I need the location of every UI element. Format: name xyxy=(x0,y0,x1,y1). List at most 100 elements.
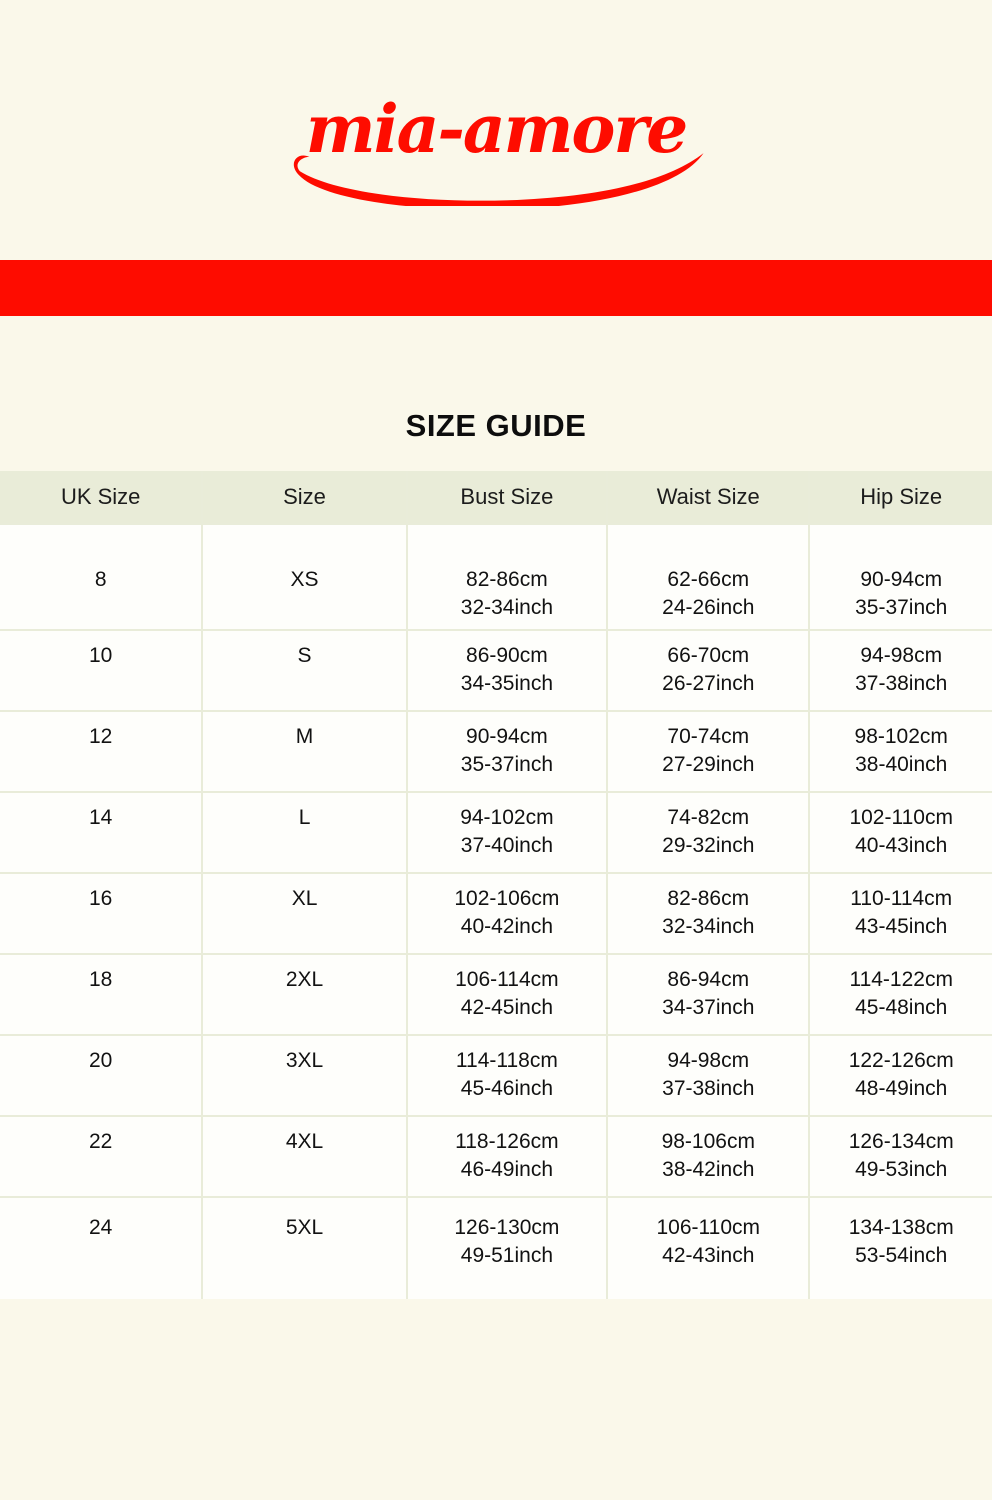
waist-cell-line: 106-110cm xyxy=(656,1216,761,1239)
uk-size-cell: 10 xyxy=(0,629,204,712)
hip-cell: 122-126cm 48-49inch xyxy=(808,1034,992,1117)
waist-cell-line: 38-42inch xyxy=(662,1158,755,1181)
bust-cell-line: 94-102cm xyxy=(460,806,554,829)
uk-size-cell-line: 12 xyxy=(89,725,113,748)
table-row: 22 4XL 118-126cm 46-49inch 98-106cm 38-42inch… xyxy=(0,1115,992,1198)
waist-cell-line: 27-29inch xyxy=(662,753,755,776)
brand-header: mia-amore xyxy=(0,0,992,206)
size-cell-line: XS xyxy=(290,568,319,591)
bust-cell: 114-118cm 45-46inch xyxy=(405,1034,609,1117)
bust-cell: 94-102cm 37-40inch xyxy=(405,791,609,874)
size-cell-line: 5XL xyxy=(285,1216,324,1239)
size-cell: XS xyxy=(201,523,408,631)
hip-cell-line: 43-45inch xyxy=(855,915,948,938)
waist-cell: 62-66cm 24-26inch xyxy=(606,523,811,631)
bust-cell-line: 118-126cm xyxy=(455,1130,559,1153)
waist-cell-line: 94-98cm xyxy=(667,1049,750,1072)
header-waist-size: Waist Size xyxy=(606,470,811,525)
uk-size-cell: 18 xyxy=(0,953,204,1036)
hip-cell: 110-114cm 43-45inch xyxy=(808,872,992,955)
hip-cell-line: 126-134cm xyxy=(848,1130,954,1153)
waist-cell: 70-74cm 27-29inch xyxy=(606,710,811,793)
bust-cell-line: 114-118cm xyxy=(455,1049,558,1072)
bust-cell-line: 45-46inch xyxy=(460,1077,553,1100)
waist-cell-line: 66-70cm xyxy=(667,644,750,667)
table-row: 14 L 94-102cm 37-40inch 74-82cm 29-32inch 102-… xyxy=(0,791,992,874)
size-cell: 4XL xyxy=(201,1115,408,1198)
bust-cell-line: 49-51inch xyxy=(460,1244,553,1267)
bust-cell-line: 40-42inch xyxy=(460,915,553,938)
table-row: 20 3XL 114-118cm 45-46inch 94-98cm 37-38inch 1… xyxy=(0,1034,992,1117)
hip-cell: 126-134cm 49-53inch xyxy=(808,1115,992,1198)
header-bust-size: Bust Size xyxy=(405,470,609,525)
waist-cell-line: 98-106cm xyxy=(661,1130,755,1153)
waist-cell: 94-98cm 37-38inch xyxy=(606,1034,811,1117)
size-guide-table: UK Size Size Bust Size Waist Size Hip Si… xyxy=(0,470,992,1300)
waist-cell: 74-82cm 29-32inch xyxy=(606,791,811,874)
uk-size-cell: 20 xyxy=(0,1034,204,1117)
uk-size-cell-line: 20 xyxy=(89,1049,113,1072)
header-hip-size: Hip Size xyxy=(808,470,992,525)
bust-cell: 126-130cm 49-51inch xyxy=(405,1196,609,1300)
hip-cell-line: 134-138cm xyxy=(848,1216,954,1239)
hip-cell: 102-110cm 40-43inch xyxy=(808,791,992,874)
uk-size-cell-line: 8 xyxy=(94,568,107,591)
hip-cell: 114-122cm 45-48inch xyxy=(808,953,992,1036)
waist-cell-line: 29-32inch xyxy=(662,834,755,857)
bust-cell: 118-126cm 46-49inch xyxy=(405,1115,609,1198)
size-cell: M xyxy=(201,710,408,793)
waist-cell-line: 42-43inch xyxy=(662,1244,755,1267)
uk-size-cell-line: 18 xyxy=(89,968,113,991)
size-cell: 2XL xyxy=(201,953,408,1036)
brand-logo: mia-amore xyxy=(305,90,688,168)
bust-cell-line: 90-94cm xyxy=(466,725,548,748)
uk-size-cell: 8 xyxy=(0,523,204,631)
waist-cell-line: 74-82cm xyxy=(667,806,750,829)
hip-cell-line: 90-94cm xyxy=(860,568,943,591)
table-row: 12 M 90-94cm 35-37inch 70-74cm 27-29inch 98-10… xyxy=(0,710,992,793)
uk-size-cell-line: 22 xyxy=(89,1130,113,1153)
size-cell: L xyxy=(201,791,408,874)
uk-size-cell: 22 xyxy=(0,1115,204,1198)
header-size: Size xyxy=(201,470,408,525)
uk-size-cell-line: 10 xyxy=(89,644,113,667)
size-cell-line: XL xyxy=(291,887,318,910)
hip-cell: 134-138cm 53-54inch xyxy=(808,1196,992,1300)
waist-cell-line: 32-34inch xyxy=(662,915,755,938)
waist-cell-line: 34-37inch xyxy=(662,996,755,1019)
hip-cell-line: 98-102cm xyxy=(854,725,948,748)
hip-cell-line: 49-53inch xyxy=(855,1158,948,1181)
hip-cell-line: 122-126cm xyxy=(848,1049,954,1072)
bust-cell-line: 35-37inch xyxy=(460,753,553,776)
bust-cell: 86-90cm 34-35inch xyxy=(405,629,609,712)
hip-cell-line: 110-114cm xyxy=(850,887,953,910)
uk-size-cell: 24 xyxy=(0,1196,204,1300)
uk-size-cell: 16 xyxy=(0,872,204,955)
waist-cell: 98-106cm 38-42inch xyxy=(606,1115,811,1198)
bust-cell-line: 34-35inch xyxy=(460,672,553,695)
bust-cell-line: 37-40inch xyxy=(460,834,553,857)
waist-cell-line: 37-38inch xyxy=(662,1077,755,1100)
hip-cell: 90-94cm 35-37inch xyxy=(808,523,992,631)
size-cell: 5XL xyxy=(201,1196,408,1300)
size-cell: XL xyxy=(201,872,408,955)
size-guide-table-body: 8 XS 82-86cm 32-34inch 62-66cm 24-26inch 90-94… xyxy=(0,523,992,1300)
size-cell-line: 4XL xyxy=(285,1130,324,1153)
hip-cell: 98-102cm 38-40inch xyxy=(808,710,992,793)
size-cell-line: M xyxy=(295,725,314,748)
hip-cell-line: 114-122cm xyxy=(849,968,953,991)
hip-cell: 94-98cm 37-38inch xyxy=(808,629,992,712)
logo-underline-swash-icon xyxy=(293,153,704,206)
bust-cell-line: 46-49inch xyxy=(460,1158,553,1181)
brand-banner xyxy=(0,260,992,316)
bust-cell-line: 102-106cm xyxy=(454,887,560,910)
size-cell-line: 2XL xyxy=(285,968,324,991)
hip-cell-line: 48-49inch xyxy=(855,1077,948,1100)
table-row: 10 S 86-90cm 34-35inch 66-70cm 26-27inch 94-98… xyxy=(0,629,992,712)
waist-cell-line: 26-27inch xyxy=(662,672,755,695)
waist-cell: 86-94cm 34-37inch xyxy=(606,953,811,1036)
waist-cell: 106-110cm 42-43inch xyxy=(606,1196,811,1300)
hip-cell-line: 37-38inch xyxy=(855,672,948,695)
hip-cell-line: 94-98cm xyxy=(860,644,943,667)
size-cell: S xyxy=(201,629,408,712)
